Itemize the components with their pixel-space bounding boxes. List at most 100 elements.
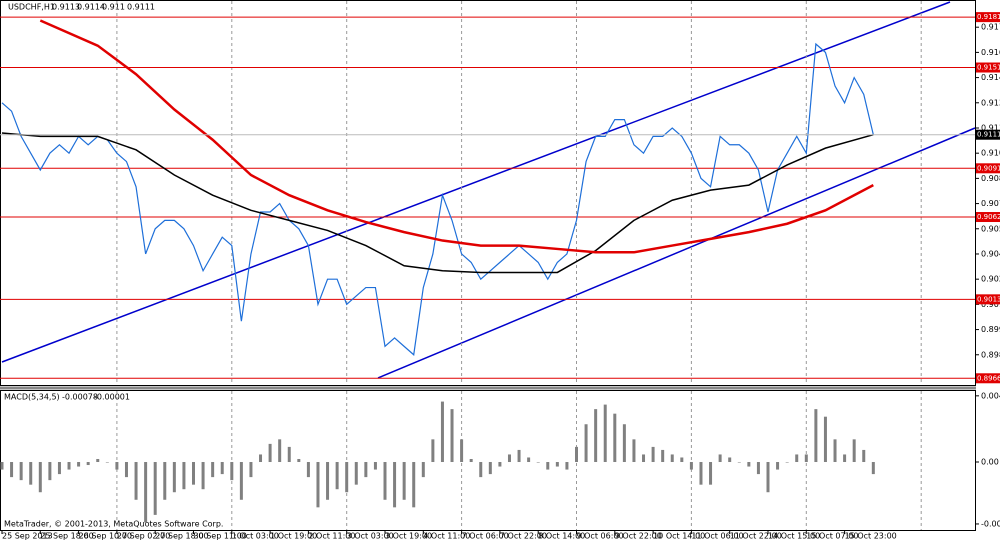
y-tick-label: 0.9010: [981, 300, 1000, 309]
macd-bar: [19, 462, 23, 481]
macd-bar: [460, 439, 464, 463]
macd-reading: -0.00078: [62, 393, 98, 402]
macd-bar: [354, 462, 358, 485]
macd-bar: [661, 449, 665, 463]
x-tick-label: 9 Oct 22:00: [615, 532, 662, 541]
macd-bar: [622, 424, 626, 463]
macd-bar: [795, 454, 799, 463]
x-tick-label: 3 Oct 03:00: [347, 532, 394, 541]
macd-bar: [38, 462, 42, 493]
macd-bar: [440, 401, 444, 463]
macd-bar: [287, 446, 291, 463]
x-tick-label: 27 Sep 02:00: [117, 532, 170, 541]
macd-bar: [220, 462, 224, 475]
moving-average: [39, 19, 874, 254]
level-label: 0.9062: [977, 213, 1000, 221]
x-tick-label: 8 Oct 14:00: [538, 532, 585, 541]
macd-bar: [871, 462, 875, 475]
level-box: [976, 373, 1000, 384]
macd-bar: [402, 462, 406, 500]
low: 0.911: [102, 3, 125, 12]
macd-bar: [823, 416, 827, 463]
x-tick-label: 25 Sep 2013: [2, 532, 53, 541]
level-box: [976, 62, 1000, 73]
y-tick-label: 0.00: [981, 458, 999, 467]
symbol: USDCHF,H1: [8, 3, 55, 12]
x-tick-label: 10 Oct 14:00: [653, 532, 705, 541]
last-price-box: [976, 129, 1000, 140]
macd-bar: [575, 446, 578, 463]
x-tick-label: 4 Oct 11:00: [423, 532, 470, 541]
macd-bar: [182, 462, 186, 490]
macd-bar: [297, 458, 301, 463]
y-tick-label: 0.9130: [981, 98, 1000, 107]
level-box: [976, 294, 1000, 305]
macd-bar: [268, 443, 272, 463]
macd-bar: [115, 462, 119, 470]
macd-bar: [507, 454, 511, 463]
macd-bar: [498, 462, 502, 467]
macd-bar: [124, 462, 128, 478]
macd-bar: [373, 462, 377, 470]
last-price-label: 0.9111: [977, 131, 1000, 139]
macd-bar: [785, 462, 789, 463]
y-tick-label: 0.9055: [981, 224, 1000, 233]
level-label: 0.9151: [977, 64, 1000, 72]
macd-bar: [172, 462, 176, 493]
macd-bar: [259, 454, 263, 463]
x-tick-label: 1 Oct 03:00: [232, 532, 279, 541]
macd-reading: -0.00001: [94, 393, 130, 402]
y-tick-label: 0.9025: [981, 275, 1000, 284]
macd-bar: [613, 413, 617, 463]
macd-bar: [86, 462, 90, 466]
macd-bar: [728, 457, 732, 463]
y-tick-label: -0.0041: [981, 519, 1000, 528]
macd-bar: [393, 462, 397, 508]
channel-upper: [1, 1, 951, 363]
x-tick-label: 1 Oct 19:00: [270, 532, 317, 541]
y-tick-label: 0.9175: [981, 23, 1000, 32]
macd-bar: [737, 462, 741, 463]
macd-bar: [632, 439, 636, 463]
macd-bar: [211, 462, 215, 478]
macd-bar: [756, 462, 760, 475]
macd-bar: [776, 462, 780, 470]
macd-bar: [201, 462, 205, 490]
level-label: 0.9091: [977, 164, 1000, 172]
x-tick-label: 7 Oct 06:00: [462, 532, 509, 541]
channel: [1, 1, 976, 379]
y-tick-label: 0.9115: [981, 123, 1000, 132]
macd-bar: [469, 458, 473, 463]
x-tick-label: 9 Oct 06:00: [577, 532, 624, 541]
macd-bar: [77, 462, 81, 467]
macd-bar: [421, 462, 425, 478]
macd-bar: [699, 462, 703, 485]
macd-bar: [536, 462, 540, 463]
x-tick-label: 11 Oct 22:00: [730, 532, 782, 541]
macd-bar: [527, 457, 531, 463]
macd-bar: [249, 462, 253, 478]
macd-bar: [603, 404, 607, 463]
main-frame: [0, 0, 976, 386]
x-tick-label: 2 Oct 11:00: [308, 532, 355, 541]
macd-bar: [0, 462, 4, 470]
close: 0.9111: [127, 3, 155, 12]
x-tick-label: 11 Oct 06:00: [691, 532, 743, 541]
macd-bar: [517, 449, 521, 463]
level-box: [976, 212, 1000, 223]
macd-bar: [852, 439, 856, 463]
moving-average: [1, 132, 874, 274]
macd-bar: [670, 454, 674, 463]
level-label: 0.9181: [977, 13, 1000, 21]
macd-bar: [29, 462, 33, 485]
macd-bar: [134, 462, 138, 500]
macd-bar: [689, 462, 693, 470]
channel-lower: [377, 127, 976, 379]
macd-bar: [306, 462, 310, 478]
x-tick-label: 30 Sep 11:00: [194, 532, 247, 541]
x-tick-label: 14 Oct 15:00: [768, 532, 820, 541]
macd-bar: [747, 462, 751, 467]
